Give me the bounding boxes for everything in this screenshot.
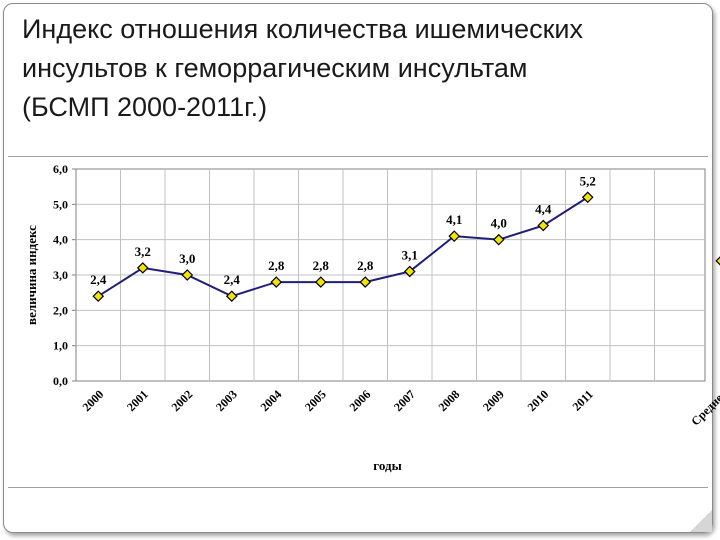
data-label: 2,8 (313, 258, 330, 273)
x-tick-label: 2007 (391, 387, 418, 414)
data-point-marker (136, 262, 149, 274)
x-axis-title: годы (373, 458, 401, 473)
y-tick-label: 3,0 (53, 268, 68, 282)
data-point-marker (314, 276, 327, 288)
title-divider (8, 156, 708, 157)
data-label: 4,1 (446, 212, 462, 227)
data-point-marker (537, 219, 550, 232)
x-tick-label: 2009 (480, 387, 507, 414)
x-tick-label: 2005 (302, 387, 329, 414)
x-tick-label: 2004 (258, 387, 285, 414)
data-point-marker (270, 276, 283, 288)
data-point-marker (448, 230, 461, 242)
slide-title: Индекс отношения количества ишемических … (22, 14, 583, 122)
y-tick-label: 4,0 (53, 233, 68, 247)
y-tick-label: 0,0 (53, 374, 68, 388)
data-point-marker (492, 233, 505, 246)
data-point-marker (715, 256, 720, 266)
data-point-marker (581, 191, 594, 204)
data-label: 4,4 (535, 202, 552, 217)
page-corner-fold (690, 510, 712, 532)
x-tick-label: 2002 (169, 387, 196, 414)
data-point-marker (359, 276, 372, 288)
data-label: 2,8 (357, 258, 374, 273)
x-tick-label: 2001 (124, 387, 151, 414)
data-label: 2,4 (90, 272, 107, 287)
x-tick-label: 2010 (525, 387, 552, 414)
data-point-marker (403, 265, 416, 278)
data-label: 4,0 (491, 216, 507, 231)
data-label: 2,8 (268, 258, 285, 273)
series-line (97, 196, 589, 298)
y-tick-label: 6,0 (53, 162, 68, 176)
x-tick-label: 2003 (213, 387, 240, 414)
y-tick-label: 5,0 (53, 197, 68, 211)
data-label: 3,1 (402, 247, 418, 262)
y-tick-label: 2,0 (53, 303, 68, 317)
data-label: 3,0 (179, 251, 195, 266)
x-tick-label: 2006 (347, 387, 374, 414)
data-label: 2,4 (224, 272, 241, 287)
slide-frame (3, 3, 713, 533)
data-point-marker (181, 269, 194, 281)
data-point-marker (92, 290, 105, 303)
x-tick-label: 2000 (80, 387, 107, 414)
data-label: 5,2 (580, 173, 596, 188)
x-tick-label: 2011 (569, 387, 595, 413)
data-label: 3,2 (135, 244, 151, 259)
data-point-marker (225, 290, 238, 303)
y-tick-label: 1,0 (53, 339, 68, 353)
x-tick-label: 2008 (436, 387, 463, 414)
y-axis-title: величина индекс (24, 225, 39, 325)
x-tick-label: Среднее (688, 387, 720, 429)
bottom-divider (8, 487, 708, 488)
